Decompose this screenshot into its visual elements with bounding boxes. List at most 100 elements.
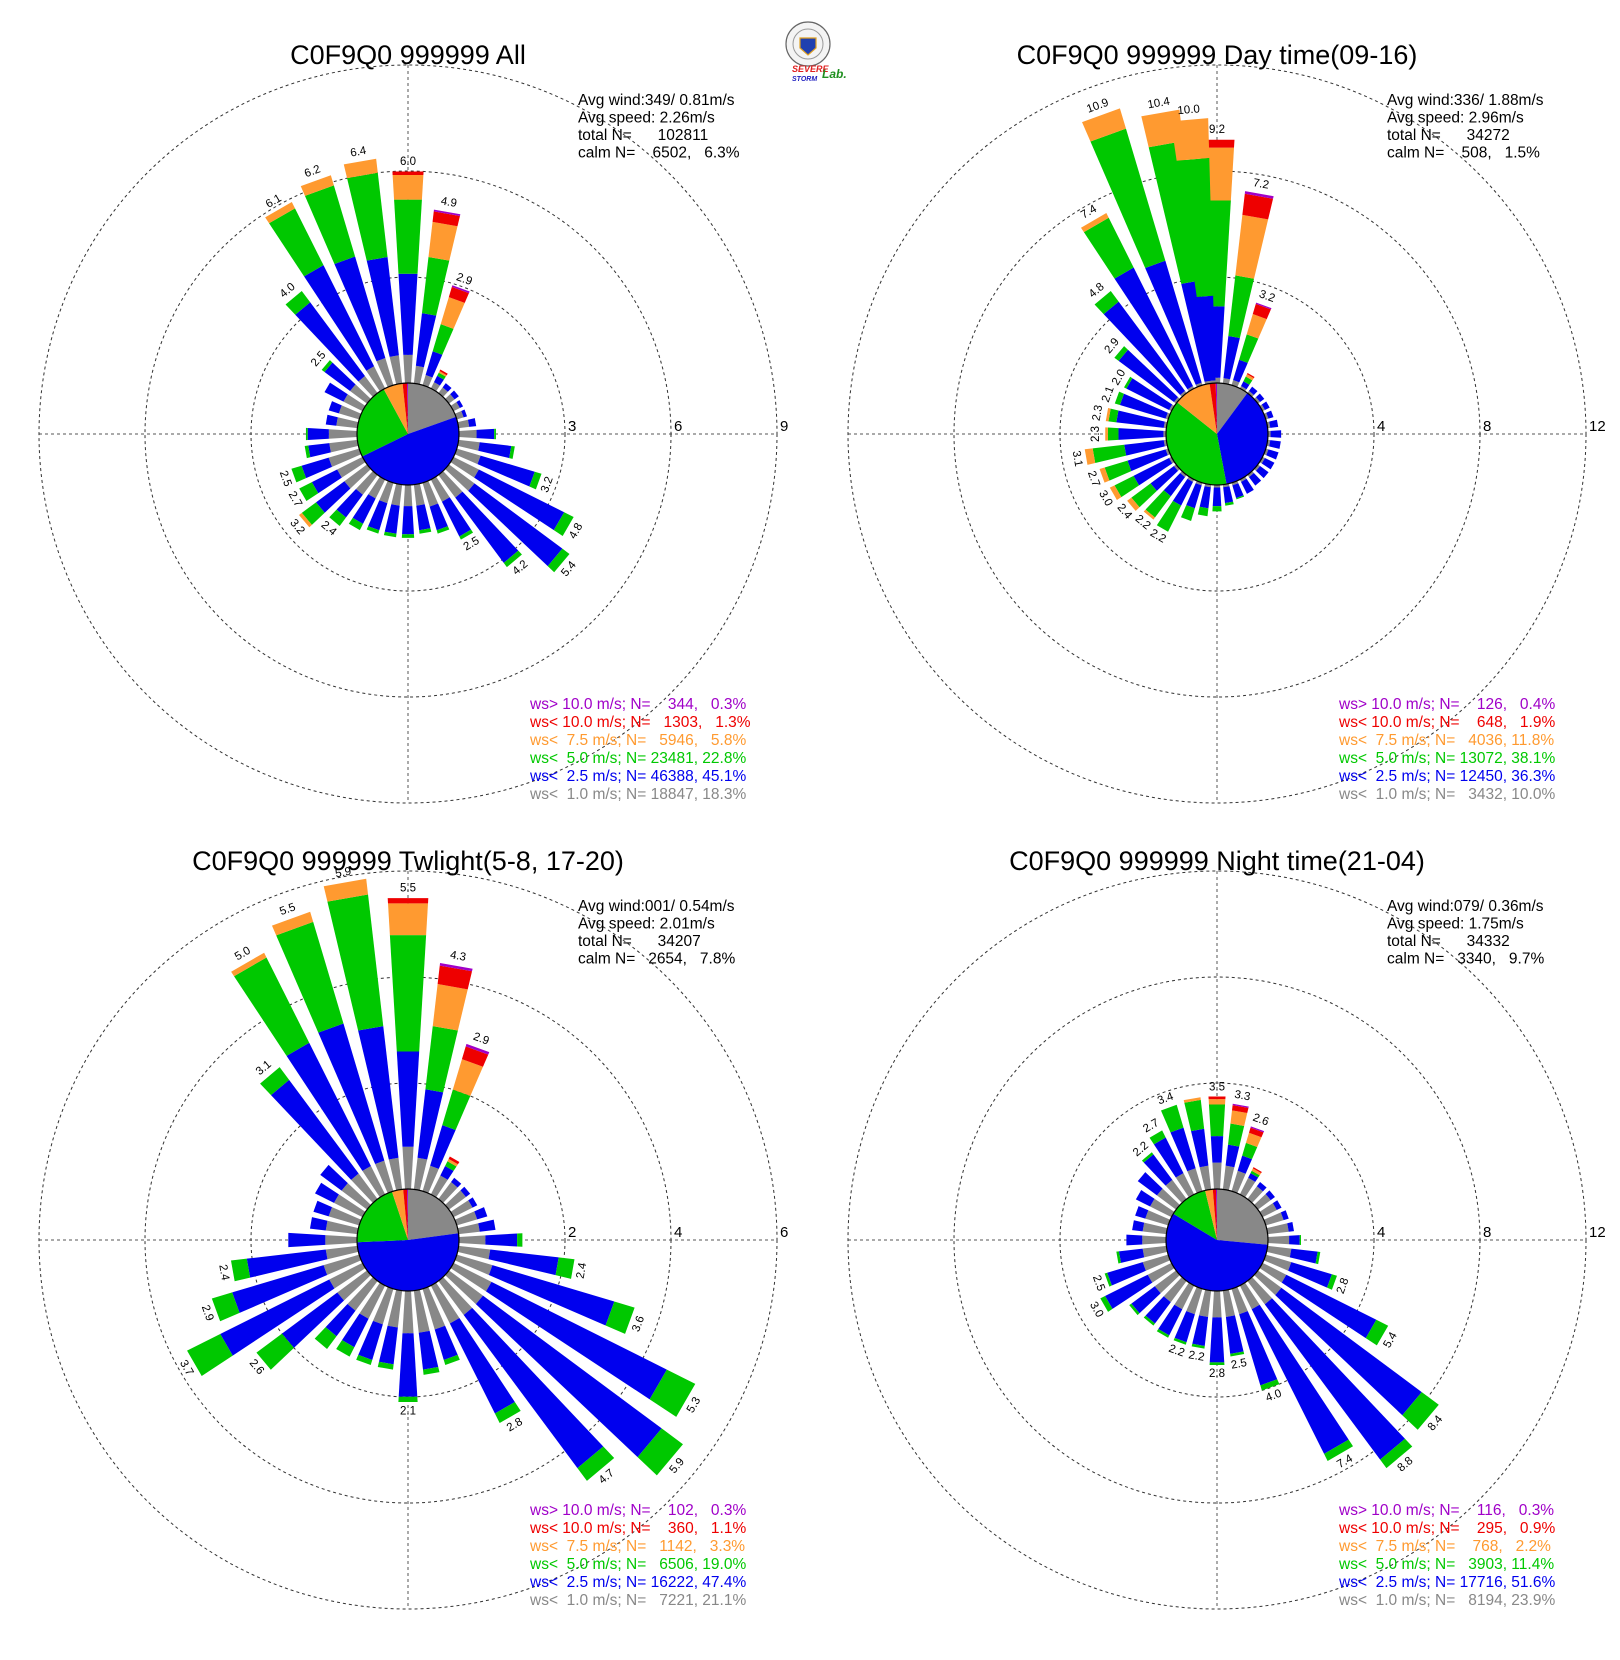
legend-item-purple: ws> 10.0 m/s; N= 116, 0.3% bbox=[1338, 1502, 1554, 1519]
bar-segment-orange bbox=[432, 984, 468, 1031]
bar-segment-gray bbox=[430, 1175, 448, 1198]
stat-avg-speed: Avg speed: 2.26m/s bbox=[578, 110, 715, 127]
bar-segment-gray bbox=[450, 1262, 492, 1292]
bar-value-label: 2.5 bbox=[462, 535, 482, 553]
stat-total: total N= 102811 bbox=[578, 127, 708, 144]
bar-segment-gray bbox=[430, 1282, 460, 1324]
bar-segment-blue bbox=[477, 455, 535, 487]
wind-sector-bar: 2.7 bbox=[1085, 448, 1171, 489]
bar-segment-blue bbox=[1272, 1200, 1282, 1211]
bar-segment-blue bbox=[1145, 1296, 1171, 1324]
bar-segment-gray bbox=[438, 1277, 473, 1315]
wind-sector-bar bbox=[1263, 448, 1279, 460]
bar-segment-blue bbox=[1223, 486, 1234, 504]
bar-segment-blue bbox=[1287, 1222, 1294, 1232]
bar-segment-gray bbox=[1199, 1165, 1212, 1191]
bar-segment-gray bbox=[329, 439, 359, 453]
bar-segment-gray bbox=[1266, 1223, 1289, 1235]
bar-segment-gray bbox=[1142, 1245, 1168, 1258]
wind-sector-bar bbox=[457, 1219, 496, 1235]
bar-value-label: 3.2 bbox=[1257, 288, 1276, 305]
bar-segment-red bbox=[1246, 372, 1255, 379]
bar-segment-blue bbox=[485, 1281, 667, 1400]
bar-segment-gray bbox=[391, 483, 403, 506]
bar-segment-blue bbox=[418, 1330, 439, 1370]
pie-slice-purple bbox=[406, 383, 408, 434]
legend-item-green: ws< 5.0 m/s; N= 13072, 38.1% bbox=[1338, 750, 1555, 767]
bar-segment-green bbox=[1108, 408, 1119, 423]
wind-sector-bar: 6.0 bbox=[392, 156, 424, 384]
bar-segment-green bbox=[1176, 157, 1214, 298]
bar-value-label: 3.7 bbox=[177, 1358, 195, 1378]
bar-segment-orange bbox=[1143, 509, 1155, 520]
bar-value-label: 2.4 bbox=[216, 1264, 231, 1282]
bar-segment-green bbox=[1129, 1303, 1140, 1316]
bar-segment-gray bbox=[368, 476, 386, 499]
wind-sector-bar bbox=[1143, 1277, 1187, 1326]
legend-item-green: ws< 5.0 m/s; N= 23481, 22.8% bbox=[529, 750, 746, 767]
bar-segment-red bbox=[437, 965, 473, 990]
legend-item-purple: ws> 10.0 m/s; N= 126, 0.4% bbox=[1338, 696, 1555, 713]
bar-segment-gray bbox=[1195, 382, 1203, 388]
bar-segment-blue bbox=[488, 1265, 615, 1326]
wind-sector-bar bbox=[457, 439, 515, 459]
bar-segment-gray bbox=[1254, 397, 1261, 404]
wind-sector-bar bbox=[1266, 419, 1279, 429]
wind-sector-bar bbox=[304, 439, 359, 459]
bar-segment-green bbox=[1209, 1362, 1225, 1365]
wind-sector-bar bbox=[314, 1277, 378, 1350]
bar-value-label: 4.8 bbox=[567, 521, 585, 541]
bar-segment-green bbox=[1149, 1130, 1166, 1145]
bar-segment-blue bbox=[1199, 486, 1211, 509]
wind-sector-bar: 2.4 bbox=[457, 1245, 589, 1280]
wind-sector-bar bbox=[1247, 1182, 1267, 1203]
bar-segment-green bbox=[421, 256, 450, 316]
ring-circle bbox=[38, 870, 778, 1610]
bar-segment-blue bbox=[429, 503, 448, 531]
bar-segment-blue bbox=[352, 494, 376, 524]
bar-value-label: 2.2 bbox=[1148, 527, 1168, 545]
wind-sector-bar: 2.9 bbox=[422, 1031, 491, 1194]
wind-sector-bar: 4.8 bbox=[450, 456, 585, 541]
ring-label: 4 bbox=[1377, 418, 1385, 435]
bar-value-label: 2.8 bbox=[1335, 1276, 1352, 1295]
ring-label: 9 bbox=[780, 418, 788, 435]
wind-sector-bar bbox=[1267, 430, 1282, 438]
bar-value-label: 2.3 bbox=[1090, 426, 1102, 442]
bar-segment-blue bbox=[1265, 1190, 1275, 1201]
bar-segment-blue bbox=[313, 1200, 333, 1217]
bar-segment-green bbox=[1107, 427, 1119, 441]
bar-segment-gray bbox=[1165, 1179, 1187, 1203]
bar-segment-gray bbox=[1259, 1262, 1287, 1283]
bar-segment-blue bbox=[485, 1233, 518, 1247]
bar-segment-blue bbox=[1145, 260, 1202, 385]
bar-segment-green bbox=[1090, 128, 1166, 269]
pie-slice-orange bbox=[383, 383, 408, 434]
bar-segment-blue bbox=[456, 400, 464, 409]
bar-segment-blue bbox=[1135, 1190, 1155, 1207]
bar-segment-red bbox=[1242, 193, 1274, 220]
bar-segment-purple bbox=[465, 1043, 490, 1055]
wind-sector-bar: 3.5 bbox=[1208, 1081, 1226, 1190]
wind-sector-bar: 2.1 bbox=[398, 1290, 418, 1417]
wind-sector-bar bbox=[457, 418, 477, 429]
wind-sector-bar bbox=[454, 1207, 488, 1226]
bar-segment-green bbox=[649, 1369, 696, 1417]
wind-sector-bar: 2.5 bbox=[277, 448, 362, 488]
bar-segment-blue bbox=[451, 1177, 462, 1188]
bar-value-label: 2.9 bbox=[472, 1031, 491, 1048]
bar-segment-gray bbox=[1266, 1245, 1292, 1258]
wind-sector-bar bbox=[422, 1286, 460, 1366]
bar-segment-green bbox=[211, 1292, 240, 1322]
wind-sector-bar: 2.5 bbox=[1090, 1254, 1171, 1293]
wind-sector-bar bbox=[1266, 439, 1281, 449]
bar-segment-gray bbox=[347, 1277, 378, 1311]
bar-segment-orange bbox=[1251, 1168, 1262, 1176]
bar-segment-blue bbox=[1114, 267, 1193, 390]
wind-sector-bar: 3.7 bbox=[177, 1262, 366, 1378]
bar-segment-green bbox=[1124, 376, 1133, 389]
bar-segment-gray bbox=[1169, 456, 1175, 464]
wind-sector-bar bbox=[1254, 464, 1269, 479]
bar-segment-gray bbox=[1173, 397, 1180, 404]
center-pie bbox=[1165, 1188, 1269, 1292]
